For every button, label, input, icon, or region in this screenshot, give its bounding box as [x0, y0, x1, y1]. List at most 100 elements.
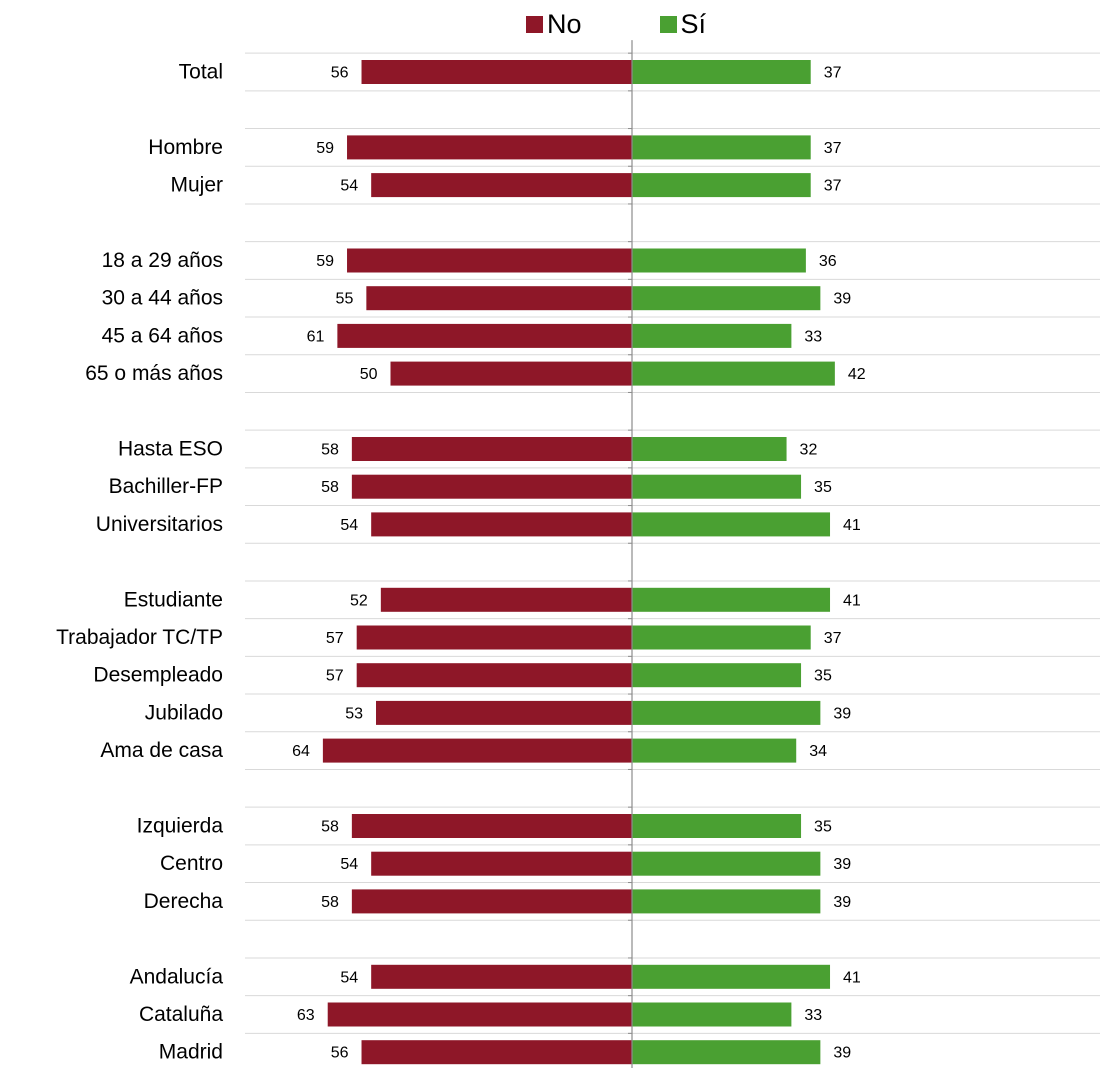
- bar-si: [632, 663, 802, 688]
- category-label: Trabajador TC/TP: [56, 626, 223, 649]
- data-label-si: 37: [824, 178, 842, 195]
- bar-no: [366, 286, 632, 311]
- bar-si: [632, 135, 811, 160]
- data-label-si: 41: [843, 592, 861, 609]
- data-label-si: 35: [814, 819, 832, 836]
- data-label-si: 39: [833, 291, 851, 308]
- category-label: 30 a 44 años: [102, 287, 223, 310]
- category-label: Hasta ESO: [118, 438, 223, 461]
- bar-no: [351, 437, 632, 461]
- bar-no: [347, 135, 632, 160]
- bar-no: [351, 814, 632, 838]
- data-label-no: 63: [297, 1007, 315, 1024]
- data-label-si: 33: [804, 328, 822, 345]
- bar-no: [351, 889, 632, 914]
- data-label-si: 36: [819, 253, 837, 270]
- bar-no: [380, 587, 632, 612]
- gridlines: [245, 52, 1100, 1034]
- bar-si: [632, 700, 821, 725]
- bar-no: [376, 700, 632, 725]
- data-label-no: 52: [350, 592, 368, 609]
- bar-no: [371, 851, 632, 876]
- category-label: Desempleado: [93, 664, 223, 687]
- category-label: 45 a 64 años: [102, 324, 223, 347]
- category-label: Madrid: [159, 1041, 223, 1064]
- data-label-si: 37: [824, 630, 842, 647]
- data-label-no: 54: [340, 517, 358, 534]
- bar-si: [632, 1040, 821, 1065]
- bar-si: [632, 512, 831, 537]
- bar-si: [632, 286, 821, 311]
- data-label-no: 58: [321, 894, 339, 911]
- data-label-no: 57: [326, 630, 344, 647]
- category-label: Jubilado: [145, 701, 223, 724]
- bar-si: [632, 851, 821, 876]
- data-label-no: 59: [316, 140, 334, 157]
- legend-swatch-no: [526, 15, 543, 33]
- data-label-no: 59: [316, 253, 334, 270]
- data-label-no: 56: [331, 65, 349, 82]
- category-label: Derecha: [144, 890, 224, 913]
- legend-swatch-si: [659, 15, 677, 33]
- category-label: Centro: [160, 852, 223, 875]
- data-label-si: 42: [848, 366, 866, 383]
- bar-no: [361, 60, 632, 84]
- data-label-no: 56: [331, 1045, 349, 1062]
- legend: No Sí: [526, 7, 706, 41]
- bar-si: [632, 1002, 792, 1027]
- data-label-no: 58: [321, 442, 339, 459]
- data-label-si: 39: [833, 705, 851, 722]
- bar-no: [337, 323, 632, 348]
- data-label-no: 55: [336, 291, 354, 308]
- category-label: Bachiller-FP: [109, 475, 223, 498]
- bar-si: [632, 474, 802, 499]
- data-label-no: 54: [340, 969, 358, 986]
- bar-no: [371, 173, 632, 198]
- bar-si: [632, 361, 835, 386]
- data-label-no: 53: [345, 705, 363, 722]
- data-label-si: 37: [824, 65, 842, 82]
- category-label: Andalucía: [130, 965, 224, 988]
- category-label: Mujer: [170, 174, 223, 197]
- data-label-si: 32: [800, 442, 818, 459]
- category-label: Total: [179, 61, 223, 84]
- data-label-si: 41: [843, 969, 861, 986]
- data-label-si: 35: [814, 479, 832, 496]
- data-label-no: 50: [360, 366, 378, 383]
- data-label-si: 33: [804, 1007, 822, 1024]
- legend-label-no: No: [547, 8, 582, 39]
- data-label-si: 37: [824, 140, 842, 157]
- bar-si: [632, 248, 806, 273]
- category-label: Cataluña: [139, 1003, 223, 1026]
- bar-si: [632, 173, 811, 198]
- category-label: Estudiante: [124, 588, 223, 611]
- data-label-no: 61: [307, 328, 325, 345]
- data-label-si: 35: [814, 668, 832, 685]
- legend-item-si: Sí: [659, 10, 706, 38]
- data-label-si: 34: [809, 743, 827, 760]
- bar-si: [632, 323, 792, 348]
- bar-no: [322, 738, 632, 763]
- category-label: 65 o más años: [85, 362, 223, 385]
- bar-no: [351, 474, 632, 499]
- bar-no: [327, 1002, 632, 1027]
- bar-si: [632, 587, 831, 612]
- data-label-no: 58: [321, 479, 339, 496]
- category-label: Hombre: [148, 136, 223, 159]
- bar-si: [632, 964, 831, 989]
- bar-no: [356, 663, 632, 688]
- bar-no: [371, 964, 632, 989]
- bar-no: [356, 625, 632, 650]
- bar-si: [632, 625, 811, 650]
- data-label-no: 57: [326, 668, 344, 685]
- bar-si: [632, 437, 787, 461]
- data-label-no: 64: [292, 743, 310, 760]
- bar-si: [632, 814, 802, 838]
- data-label-no: 58: [321, 819, 339, 836]
- category-label: 18 a 29 años: [102, 249, 223, 272]
- legend-item-no: No: [526, 8, 582, 39]
- bar-no: [371, 512, 632, 537]
- category-label: Ama de casa: [100, 739, 223, 762]
- data-label-no: 54: [340, 178, 358, 195]
- data-label-si: 39: [833, 894, 851, 911]
